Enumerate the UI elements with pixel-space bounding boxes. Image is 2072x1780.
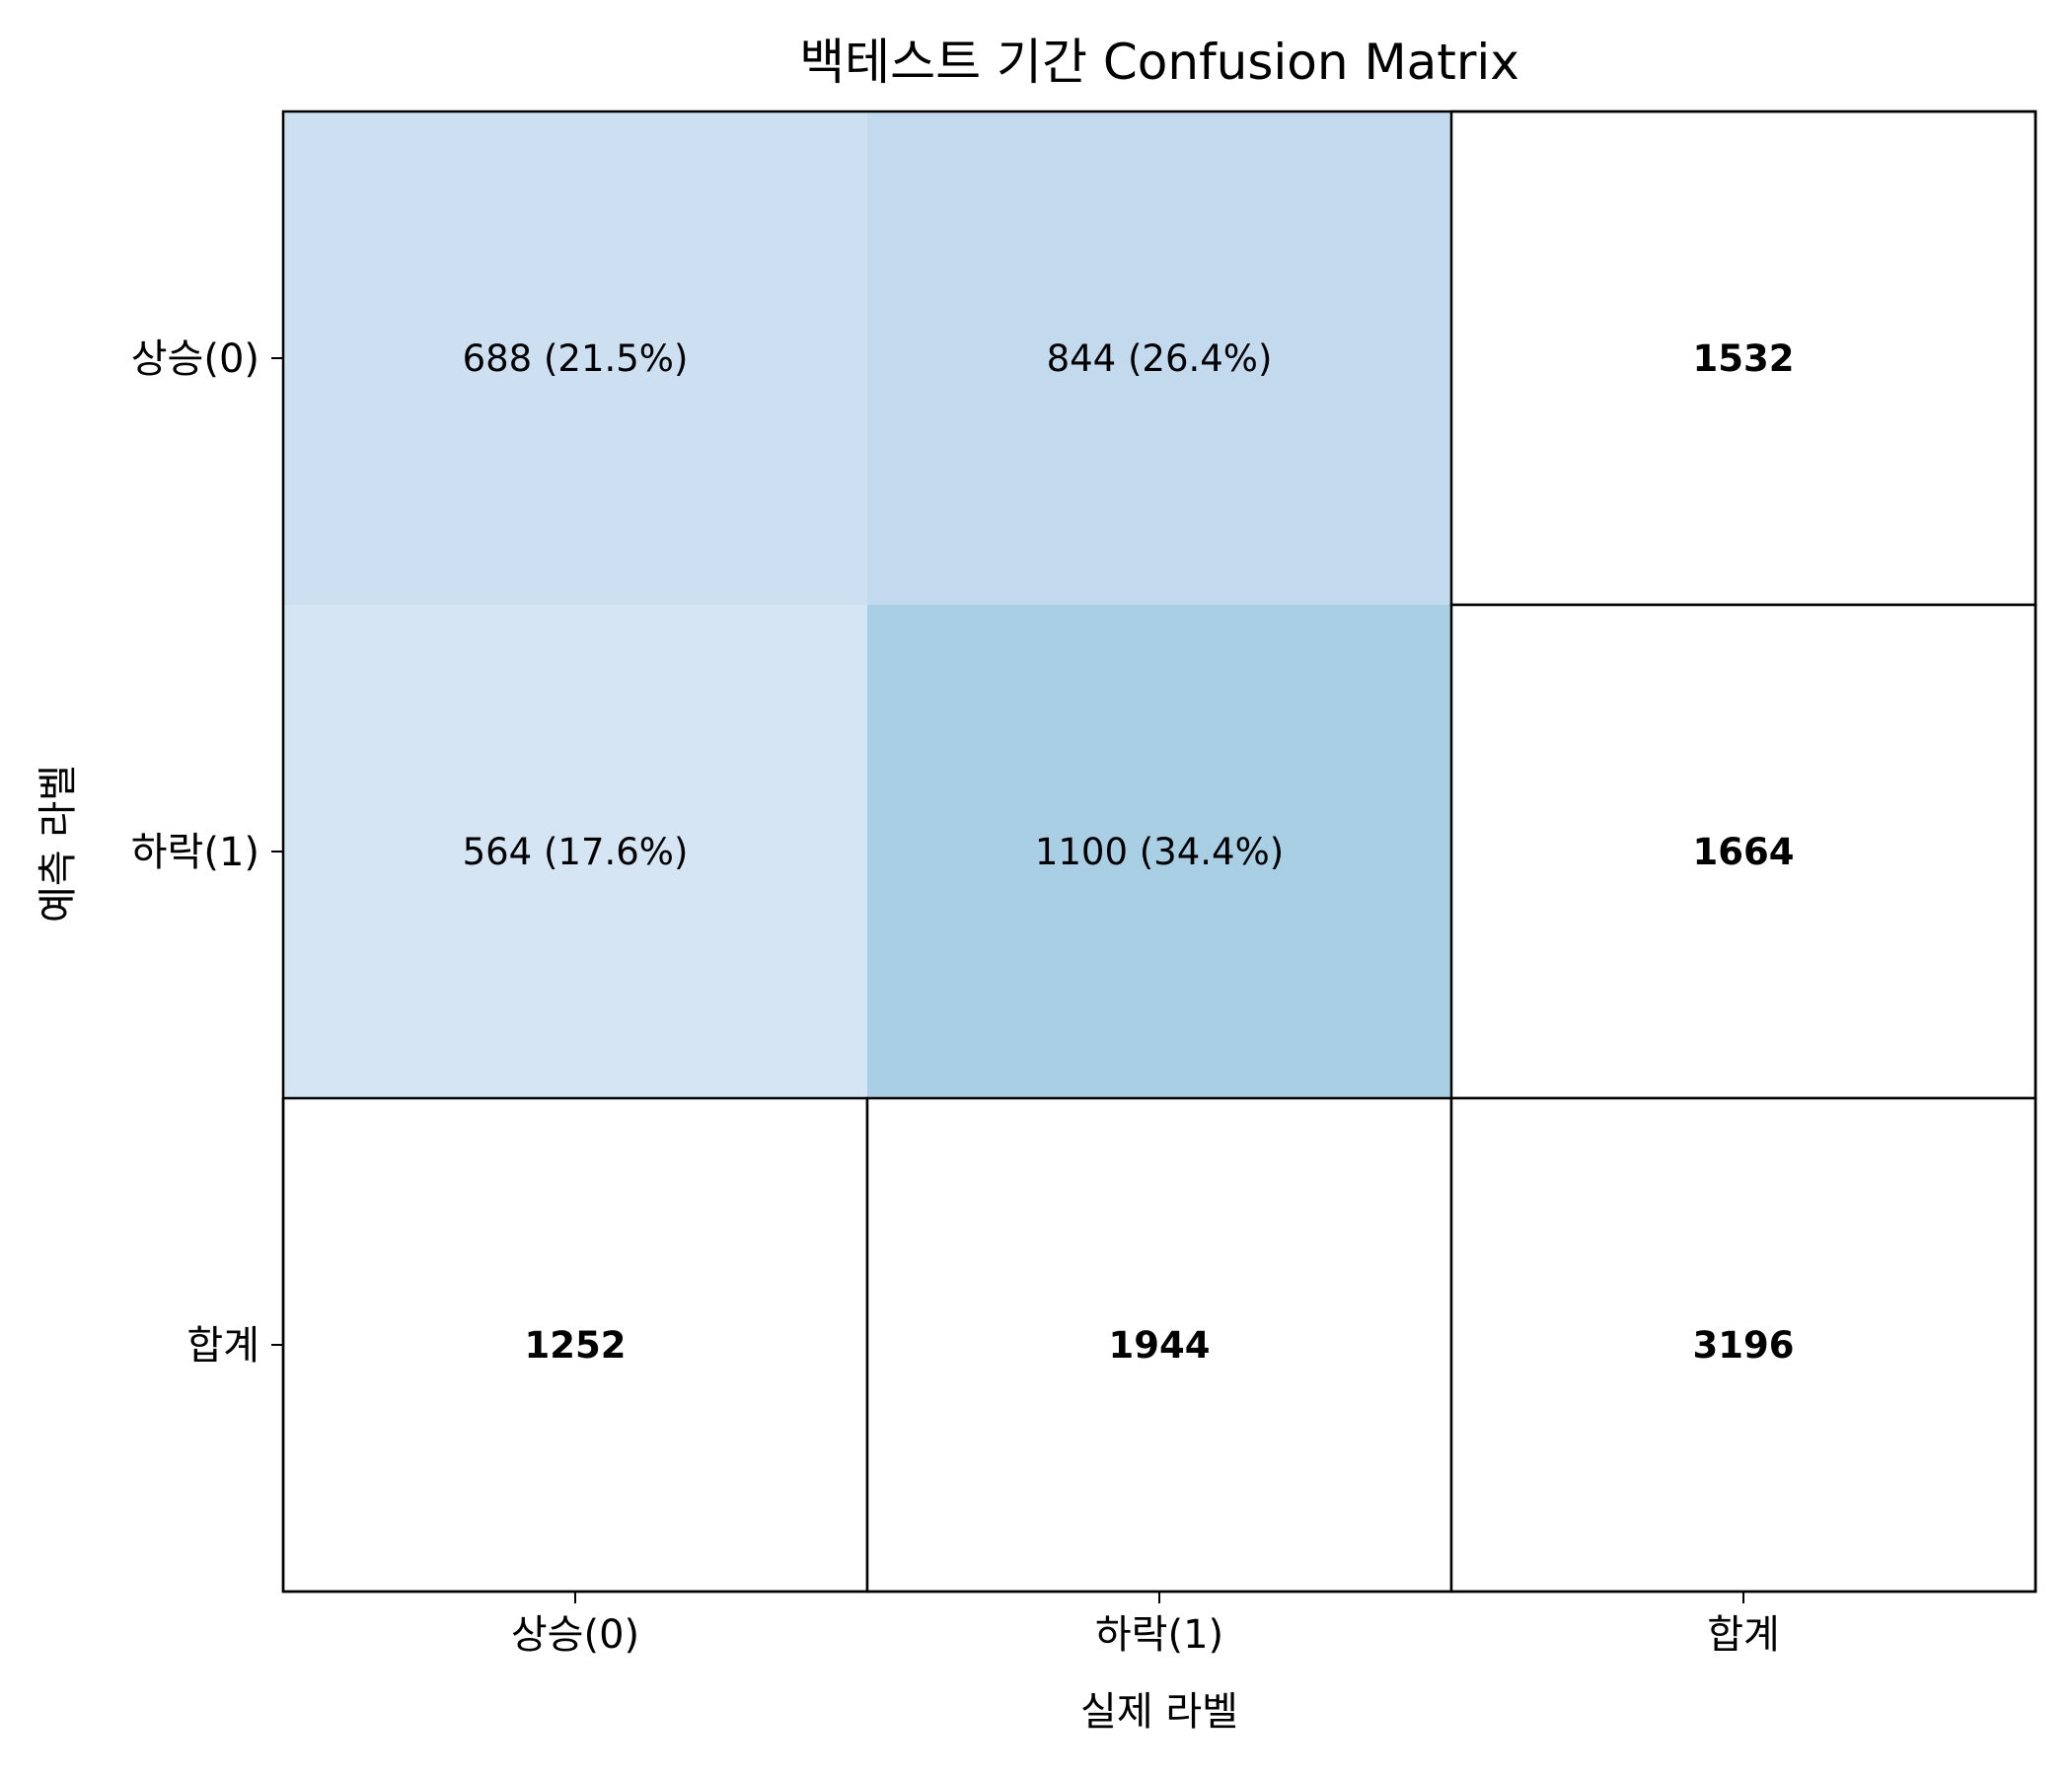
cell-label-r1-c0: 564 (17.6%) [463,831,689,873]
y-axis-label: 예측 라벨 [36,765,81,923]
grand-total-cell [1449,1096,2037,1594]
col-total-1-cell [865,1096,1453,1594]
row-total-0-cell [1449,110,2037,607]
x-tick-label-1: 하락(1) [1095,1612,1223,1658]
grand-total-label: 3196 [1693,1324,1795,1367]
y-tick-label-1: 하락(1) [131,830,259,875]
heatmap-cells [283,111,1451,1098]
x-axis-label: 실제 라벨 [1080,1689,1238,1735]
y-axis: 상승(0) 하락(1) 합계 [131,336,283,1369]
chart-title: 백테스트 기간 Confusion Matrix [799,34,1519,91]
heatmap-cell-r0-c0 [283,111,867,605]
col-total-0-label: 1252 [525,1324,627,1367]
y-tick-label-0: 상승(0) [131,336,259,382]
total-cells [281,110,2037,1594]
cell-label-r0-c1: 844 (26.4%) [1047,337,1273,380]
col-total-0-cell [281,1096,869,1594]
col-total-1-label: 1944 [1109,1324,1211,1367]
x-axis: 상승(0) 하락(1) 합계 [511,1592,1780,1658]
row-total-0-label: 1532 [1693,337,1795,380]
x-tick-label-2: 합계 [1707,1612,1780,1658]
heatmap-cell-r1-c1 [867,605,1451,1098]
y-tick-label-2: 합계 [186,1323,259,1369]
heatmap-cell-r0-c1 [867,111,1451,605]
x-tick-label-0: 상승(0) [511,1612,639,1658]
cell-labels: 688 (21.5%) 844 (26.4%) 564 (17.6%) 1100 (3… [463,337,1795,1367]
row-total-1-cell [1449,603,2037,1100]
row-total-1-label: 1664 [1693,831,1795,873]
cell-label-r0-c0: 688 (21.5%) [463,337,689,380]
heatmap-cell-r1-c0 [283,605,867,1098]
cell-label-r1-c1: 1100 (34.4%) [1035,831,1284,873]
